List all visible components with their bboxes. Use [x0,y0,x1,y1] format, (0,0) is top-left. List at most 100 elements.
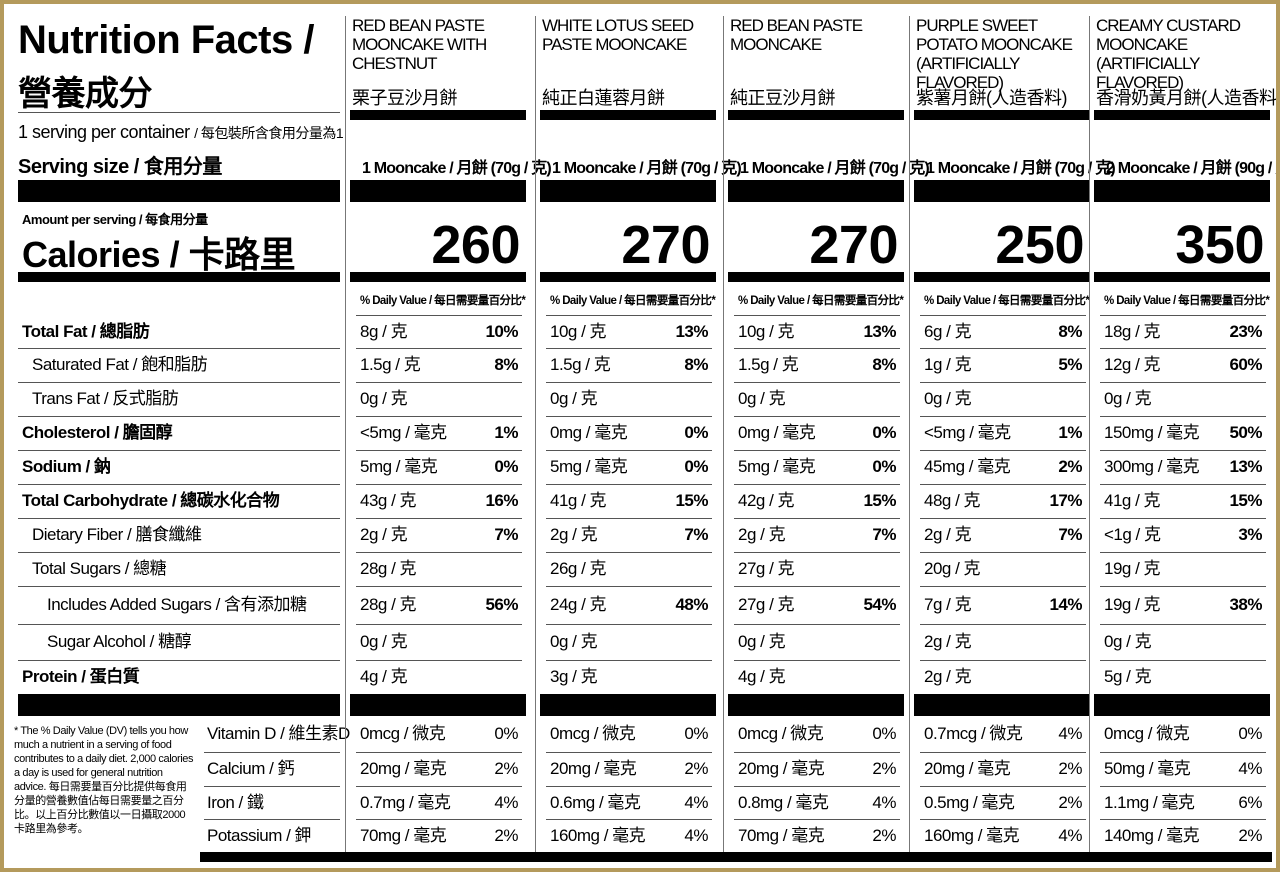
daily-value: 2% [1238,826,1262,845]
daily-value: 38% [1229,595,1262,614]
daily-value: 0% [872,457,896,476]
row-line [356,518,522,519]
amount: 0mcg / 微克 [738,724,824,743]
daily-value: 0% [684,724,708,743]
calories: 270 [621,215,710,275]
daily-value: 60% [1229,355,1262,374]
daily-value-header: % Daily Value / 每日需要量百分比* [360,295,526,307]
vitamin-label: Vitamin D / 維生素D [207,724,350,743]
daily-value: 5% [1058,355,1082,374]
amount: 2g / 克 [924,667,972,686]
amount: 1g / 克 [924,355,972,374]
amount: 160mg / 毫克 [924,826,1020,845]
bar [350,110,526,120]
row-line [920,586,1086,587]
daily-value: 23% [1229,322,1262,341]
column-divider [535,16,536,852]
bar [18,272,340,282]
row-line [734,518,900,519]
daily-value: 13% [1229,457,1262,476]
bar [540,272,716,282]
row-line [356,624,522,625]
row-line [546,786,712,787]
row-line [356,484,522,485]
row-line [1100,416,1266,417]
amount: 28g / 克 [360,595,417,614]
row-line [546,348,712,349]
column-divider [909,16,910,852]
row-line [920,552,1086,553]
amount: 48g / 克 [924,491,981,510]
daily-value: 8% [872,355,896,374]
row-line [18,416,340,417]
row-line [1100,552,1266,553]
row-line [734,586,900,587]
daily-value: 16% [485,491,518,510]
amount: 0mcg / 微克 [1104,724,1190,743]
row-line [734,624,900,625]
amount: 4g / 克 [360,667,408,686]
amount: 3g / 克 [550,667,598,686]
amount: 0.8mg / 毫克 [738,793,829,812]
row-line [356,819,522,820]
row-line [920,348,1086,349]
row-line [546,450,712,451]
amount: 0.5mg / 毫克 [924,793,1015,812]
amount: 70mg / 毫克 [738,826,825,845]
daily-value: 4% [1058,826,1082,845]
serving: 1 Mooncake / 月餅 (70g / 克) [740,160,930,177]
row-line [356,416,522,417]
amount: 0g / 克 [360,389,408,408]
daily-value: 0% [494,724,518,743]
row-line [18,552,340,553]
amount: 140mg / 毫克 [1104,826,1200,845]
daily-value: 50% [1229,423,1262,442]
product-name: RED BEAN PASTE MOONCAKE [730,16,863,54]
row-line [1100,819,1266,820]
footnote-en: * The % Daily Value (DV) tells you how m… [14,725,194,793]
bar [914,694,1090,716]
row-line [356,382,522,383]
amount: 6g / 克 [924,322,972,341]
amount: 2g / 克 [360,525,408,544]
title-zh: 營養成分 [18,75,153,113]
footnote-zh: 每日需要量百分比提供每食用分量的營養數值佔每日需要量之百分比。以上百分比數值以一… [14,781,187,835]
amount: 0mg / 毫克 [738,423,816,442]
row-line [1100,382,1266,383]
row-line [356,586,522,587]
bar [540,180,716,202]
amount: 5mg / 毫克 [360,457,438,476]
daily-value: 13% [675,322,708,341]
daily-value: 0% [872,724,896,743]
row-line [1100,660,1266,661]
amount: 0mg / 毫克 [550,423,628,442]
row-line [1100,315,1266,316]
daily-value: 4% [494,793,518,812]
daily-value: 2% [684,759,708,778]
daily-value: 4% [1058,724,1082,743]
daily-value-header: % Daily Value / 每日需要量百分比* [738,295,904,307]
bar [1094,180,1270,202]
amount: 42g / 克 [738,491,795,510]
nutrient-label: Dietary Fiber / 膳食纖維 [32,525,202,544]
amount: 20g / 克 [924,559,981,578]
amount: 0g / 克 [360,632,408,651]
row-line [204,752,340,753]
row-line [734,315,900,316]
amount: 50mg / 毫克 [1104,759,1191,778]
bar [1094,272,1270,282]
amount: 27g / 克 [738,559,795,578]
vitamin-label: Calcium / 鈣 [207,759,295,778]
row-line [204,819,340,820]
row-line [734,660,900,661]
amount: 150mg / 毫克 [1104,423,1200,442]
row-line [920,819,1086,820]
bar [914,272,1090,282]
row-line [734,416,900,417]
daily-value: 2% [1058,457,1082,476]
row-line [1100,624,1266,625]
amount: 160mg / 毫克 [550,826,646,845]
row-line [546,518,712,519]
vitamin-label: Potassium / 鉀 [207,826,312,845]
row-line [546,819,712,820]
